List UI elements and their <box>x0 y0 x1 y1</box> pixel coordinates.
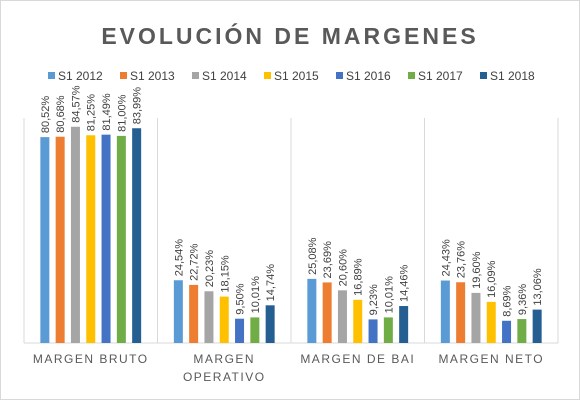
data-label-margen-neto-s1-2018: 13,06% <box>532 268 544 306</box>
data-label-margen-bruto-s1-2013: 80,68% <box>55 95 67 133</box>
data-label-margen-neto-s1-2013: 23,76% <box>456 241 468 279</box>
data-label-margen-neto-s1-2016: 8,69% <box>502 285 514 316</box>
bar-margen-operativo-s1-2016 <box>235 318 245 343</box>
legend: S1 2012 S1 2013 S1 2014 S1 2015 S1 2016 S1 20… <box>48 69 535 83</box>
bar-margen-neto-s1-2018 <box>532 309 542 343</box>
category-label-margen-neto: MARGEN NETO <box>438 352 544 366</box>
bar-margen-operativo-s1-2015 <box>219 296 229 343</box>
bar-margen-operativo-s1-2014 <box>204 291 214 343</box>
category-label-margen-operativo: MARGEN OPERATIVO <box>183 352 266 384</box>
bar-margen-bruto-s1-2014 <box>70 126 80 343</box>
data-label-margen-de-bai-s1-2016: 9,23% <box>368 284 380 315</box>
bar-margen-bruto-s1-2017 <box>116 135 126 343</box>
bar-margen-de-bai-s1-2013 <box>322 282 332 343</box>
legend-swatch-s1-2012 <box>48 72 55 79</box>
bar-margen-de-bai-s1-2014 <box>337 290 347 343</box>
data-label-margen-bruto-s1-2016: 81,49% <box>101 93 113 131</box>
legend-label-s1-2017: S1 2017 <box>418 69 463 83</box>
data-label-margen-de-bai-s1-2012: 25,08% <box>307 237 319 275</box>
bar-margen-neto-s1-2013 <box>456 282 466 343</box>
data-label-margen-neto-s1-2015: 16,09% <box>486 260 498 298</box>
data-label-margen-neto-s1-2012: 24,43% <box>440 239 452 277</box>
legend-swatch-s1-2014 <box>192 72 199 79</box>
data-label-margen-bruto-s1-2017: 81,00% <box>116 94 128 132</box>
data-label-margen-operativo-s1-2016: 9,50% <box>235 283 247 314</box>
legend-label-s1-2012: S1 2012 <box>58 69 103 83</box>
bar-margen-bruto-s1-2012 <box>40 137 50 343</box>
bar-margen-de-bai-s1-2018 <box>399 306 409 343</box>
bar-margen-operativo-s1-2012 <box>173 280 183 343</box>
bar-margen-bruto-s1-2013 <box>55 136 65 343</box>
data-label-margen-operativo-s1-2013: 22,72% <box>189 243 201 281</box>
bar-margen-neto-s1-2016 <box>502 320 512 343</box>
legend-swatch-s1-2018 <box>480 72 487 79</box>
bar-margen-operativo-s1-2017 <box>250 317 260 343</box>
bar-margen-bruto-s1-2018 <box>132 128 142 343</box>
data-label-margen-neto-s1-2014: 19,60% <box>471 251 483 289</box>
bar-margen-operativo-s1-2018 <box>265 305 275 343</box>
data-label-margen-neto-s1-2017: 9,36% <box>517 284 529 315</box>
legend-swatch-s1-2017 <box>408 72 415 79</box>
data-label-margen-operativo-s1-2014: 20,23% <box>204 250 216 288</box>
legend-label-s1-2016: S1 2016 <box>346 69 391 83</box>
category-label-margen-de-bai: MARGEN DE BAI <box>300 352 415 366</box>
legend-swatch-s1-2013 <box>120 72 127 79</box>
data-label-margen-bruto-s1-2012: 80,52% <box>40 96 52 134</box>
data-label-margen-de-bai-s1-2017: 10,01% <box>383 276 395 314</box>
bar-margen-neto-s1-2017 <box>517 319 527 343</box>
data-label-margen-bruto-s1-2014: 84,57% <box>70 85 82 123</box>
bar-margen-de-bai-s1-2012 <box>307 278 317 343</box>
data-label-margen-de-bai-s1-2013: 23,69% <box>322 241 334 279</box>
bar-margen-bruto-s1-2015 <box>86 135 96 343</box>
bar-margen-neto-s1-2014 <box>471 292 481 343</box>
category-label-line: OPERATIVO <box>183 370 266 384</box>
legend-label-s1-2015: S1 2015 <box>274 69 319 83</box>
bar-margen-bruto-s1-2016 <box>101 134 111 343</box>
category-label-margen-bruto: MARGEN BRUTO <box>33 352 149 366</box>
bar-margen-de-bai-s1-2016 <box>368 319 378 343</box>
data-label-margen-de-bai-s1-2015: 16,89% <box>353 258 365 296</box>
data-label-margen-bruto-s1-2018: 83,99% <box>132 87 144 125</box>
legend-swatch-s1-2015 <box>264 72 271 79</box>
data-label-margen-operativo-s1-2012: 24,54% <box>173 239 185 277</box>
bar-margen-neto-s1-2012 <box>440 280 450 343</box>
legend-label-s1-2013: S1 2013 <box>130 69 175 83</box>
data-label-margen-bruto-s1-2015: 81,25% <box>86 94 98 132</box>
data-label-margen-operativo-s1-2017: 10,01% <box>250 276 262 314</box>
bar-margen-de-bai-s1-2015 <box>353 299 363 343</box>
chart-title: EVOLUCIÓN DE MARGENES <box>101 22 478 49</box>
data-label-margen-de-bai-s1-2014: 20,60% <box>337 249 349 287</box>
data-label-margen-operativo-s1-2018: 14,74% <box>265 264 277 302</box>
legend-swatch-s1-2016 <box>336 72 343 79</box>
legend-label-s1-2018: S1 2018 <box>490 69 535 83</box>
data-label-margen-de-bai-s1-2018: 14,46% <box>399 265 411 303</box>
legend-label-s1-2014: S1 2014 <box>202 69 247 83</box>
bar-margen-operativo-s1-2013 <box>189 284 199 343</box>
bar-margen-neto-s1-2015 <box>486 301 496 343</box>
category-label-line: MARGEN <box>193 352 255 366</box>
plot-area: 80,52% 80,68% 84,57% 81,25% 81,49% 81,00% 83,9… <box>23 85 559 384</box>
bar-margen-de-bai-s1-2017 <box>383 317 393 343</box>
data-label-margen-operativo-s1-2015: 18,15% <box>219 255 231 293</box>
